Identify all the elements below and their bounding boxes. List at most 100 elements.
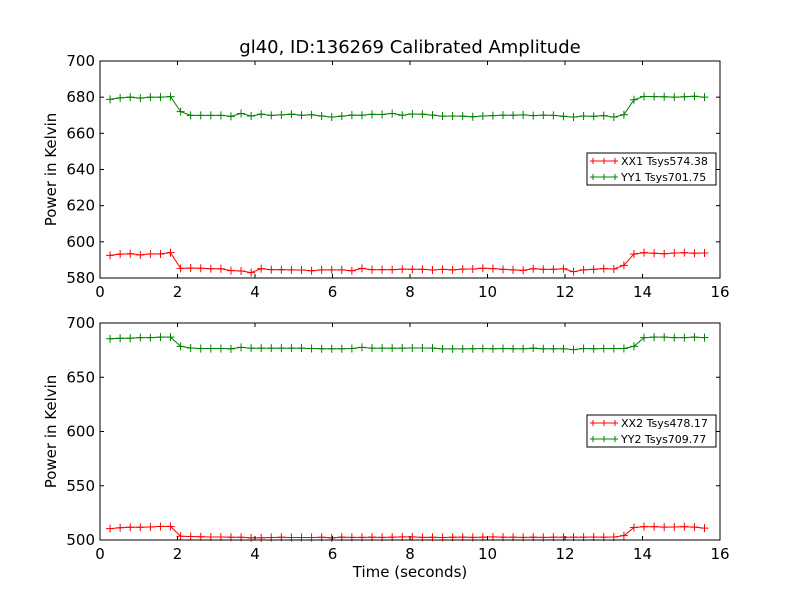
legend: XX1 Tsys574.38 YY1 Tsys701.75 bbox=[586, 152, 717, 186]
y-tick-label: 650 bbox=[66, 368, 95, 386]
data-point bbox=[156, 93, 165, 102]
data-point bbox=[579, 265, 588, 274]
data-point bbox=[438, 344, 447, 353]
data-point bbox=[156, 522, 165, 531]
x-tick-label: 16 bbox=[710, 545, 729, 563]
data-point bbox=[126, 93, 135, 102]
data-point bbox=[660, 333, 669, 342]
y-tick-label: 660 bbox=[66, 124, 95, 142]
data-point bbox=[589, 344, 598, 353]
data-point bbox=[650, 92, 659, 101]
x-tick-label: 14 bbox=[633, 283, 652, 301]
data-point bbox=[569, 113, 578, 122]
data-point bbox=[206, 111, 215, 120]
data-point bbox=[378, 110, 387, 119]
data-point bbox=[106, 251, 115, 260]
data-point bbox=[488, 344, 497, 353]
y-tick-label: 500 bbox=[66, 531, 95, 549]
data-point bbox=[629, 523, 638, 532]
data-point bbox=[640, 333, 649, 342]
data-point bbox=[116, 334, 125, 343]
data-point bbox=[609, 264, 618, 273]
data-point bbox=[237, 266, 246, 275]
y-axis-label: Power in Kelvin bbox=[42, 113, 60, 227]
data-point bbox=[176, 264, 185, 273]
data-point bbox=[418, 110, 427, 119]
data-point bbox=[347, 266, 356, 275]
data-point bbox=[166, 92, 175, 101]
data-point bbox=[640, 522, 649, 531]
data-point bbox=[226, 344, 235, 353]
data-point bbox=[257, 344, 266, 353]
data-point bbox=[418, 265, 427, 274]
data-point bbox=[680, 92, 689, 101]
data-point bbox=[670, 522, 679, 531]
bottom-subplot: 0 2 4 6 8 10 12 14 16 500 550 600 650 700 Power in Kel… bbox=[42, 314, 730, 581]
data-point bbox=[650, 249, 659, 258]
data-point bbox=[589, 112, 598, 121]
data-point bbox=[317, 111, 326, 120]
x-tick-label: 12 bbox=[555, 283, 574, 301]
data-point bbox=[398, 344, 407, 353]
data-point bbox=[106, 524, 115, 533]
data-point bbox=[307, 344, 316, 353]
data-point bbox=[116, 250, 125, 259]
x-tick-label: 6 bbox=[328, 283, 338, 301]
data-point bbox=[680, 522, 689, 531]
legend-label: YY1 Tsys701.75 bbox=[620, 171, 706, 184]
x-axis-label: Time (seconds) bbox=[352, 563, 468, 581]
data-point bbox=[408, 109, 417, 118]
data-point bbox=[357, 343, 366, 352]
data-point bbox=[327, 113, 336, 122]
data-point bbox=[509, 111, 518, 120]
data-point bbox=[297, 344, 306, 353]
data-point bbox=[186, 111, 195, 120]
data-point bbox=[156, 333, 165, 342]
data-point bbox=[297, 266, 306, 275]
legend: XX2 Tsys478.17 YY2 Tsys709.77 bbox=[586, 414, 717, 448]
x-tick-label: 0 bbox=[95, 283, 105, 301]
data-point bbox=[529, 111, 538, 120]
series-0 bbox=[106, 248, 709, 277]
data-point bbox=[257, 110, 266, 119]
data-point bbox=[700, 93, 709, 102]
data-point bbox=[680, 333, 689, 342]
data-point bbox=[186, 264, 195, 273]
data-point bbox=[670, 249, 679, 258]
data-point bbox=[327, 344, 336, 353]
data-point bbox=[257, 264, 266, 273]
data-point bbox=[549, 344, 558, 353]
data-point bbox=[579, 111, 588, 120]
data-point bbox=[488, 264, 497, 273]
data-point bbox=[448, 111, 457, 120]
data-point bbox=[619, 261, 628, 270]
x-tick-label: 2 bbox=[173, 545, 183, 563]
data-point bbox=[347, 344, 356, 353]
data-point bbox=[196, 111, 205, 120]
data-point bbox=[136, 333, 145, 342]
data-point bbox=[428, 344, 437, 353]
data-point bbox=[629, 249, 638, 258]
data-point bbox=[297, 111, 306, 120]
data-point bbox=[146, 522, 155, 531]
data-point bbox=[408, 265, 417, 274]
data-point bbox=[176, 342, 185, 351]
data-point bbox=[357, 111, 366, 120]
data-point bbox=[388, 344, 397, 353]
y-tick-label: 550 bbox=[66, 477, 95, 495]
data-point bbox=[478, 264, 487, 273]
data-point bbox=[700, 249, 709, 258]
data-point bbox=[146, 93, 155, 102]
data-point bbox=[277, 265, 286, 274]
data-point bbox=[660, 92, 669, 101]
data-point bbox=[640, 248, 649, 257]
data-point bbox=[186, 343, 195, 352]
data-point bbox=[559, 344, 568, 353]
data-point bbox=[700, 524, 709, 533]
data-point bbox=[559, 264, 568, 273]
data-point bbox=[196, 264, 205, 273]
data-point bbox=[478, 111, 487, 120]
data-point bbox=[267, 344, 276, 353]
data-point bbox=[156, 249, 165, 258]
